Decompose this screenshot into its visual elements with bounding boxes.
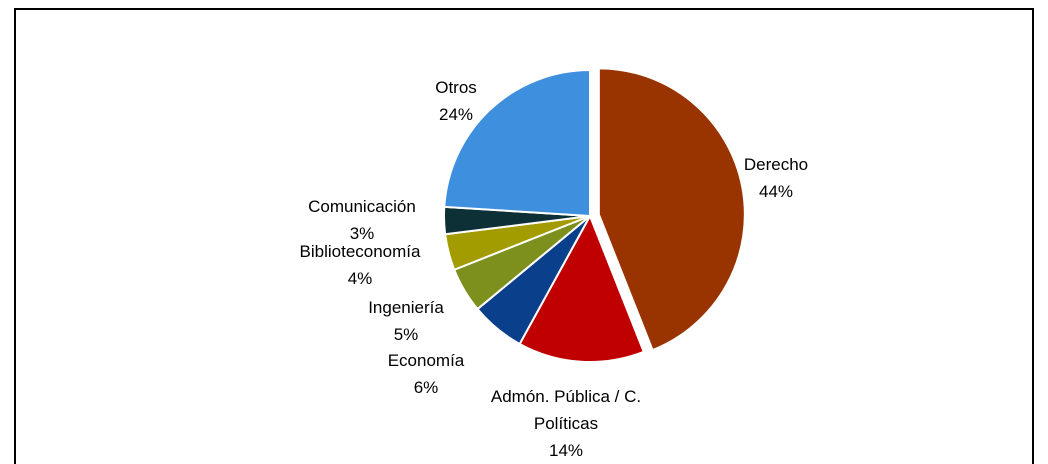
slice-label: Ingeniería 5% — [346, 294, 466, 348]
pie-slice — [597, 67, 746, 352]
value-label: 44% — [758, 182, 794, 201]
slice-label: Derecho 44% — [716, 151, 836, 205]
category-label: Derecho — [743, 155, 809, 174]
value-label: 14% — [548, 441, 584, 460]
category-label: Ingeniería — [368, 298, 444, 317]
pie-slice — [518, 213, 646, 363]
pie-slice — [443, 68, 591, 218]
category-label: Admón. Pública / C. Políticas — [490, 387, 642, 433]
value-label: 6% — [413, 378, 439, 397]
slice-label: Comunicación 3% — [277, 193, 447, 247]
slice-label: Economía 6% — [366, 347, 486, 401]
slice-label: Otros 24% — [396, 74, 516, 128]
slice-label: Admón. Pública / C. Políticas 14% — [481, 383, 651, 464]
category-label: Otros — [435, 78, 477, 97]
category-label: Economía — [387, 351, 465, 370]
slice-label: Biblioteconomía 4% — [275, 238, 445, 292]
value-label: 5% — [393, 325, 419, 344]
value-label: 3% — [349, 224, 375, 243]
category-label: Comunicación — [308, 197, 416, 216]
category-label: Biblioteconomía — [299, 242, 421, 261]
value-label: 4% — [347, 269, 373, 288]
value-label: 24% — [438, 105, 474, 124]
